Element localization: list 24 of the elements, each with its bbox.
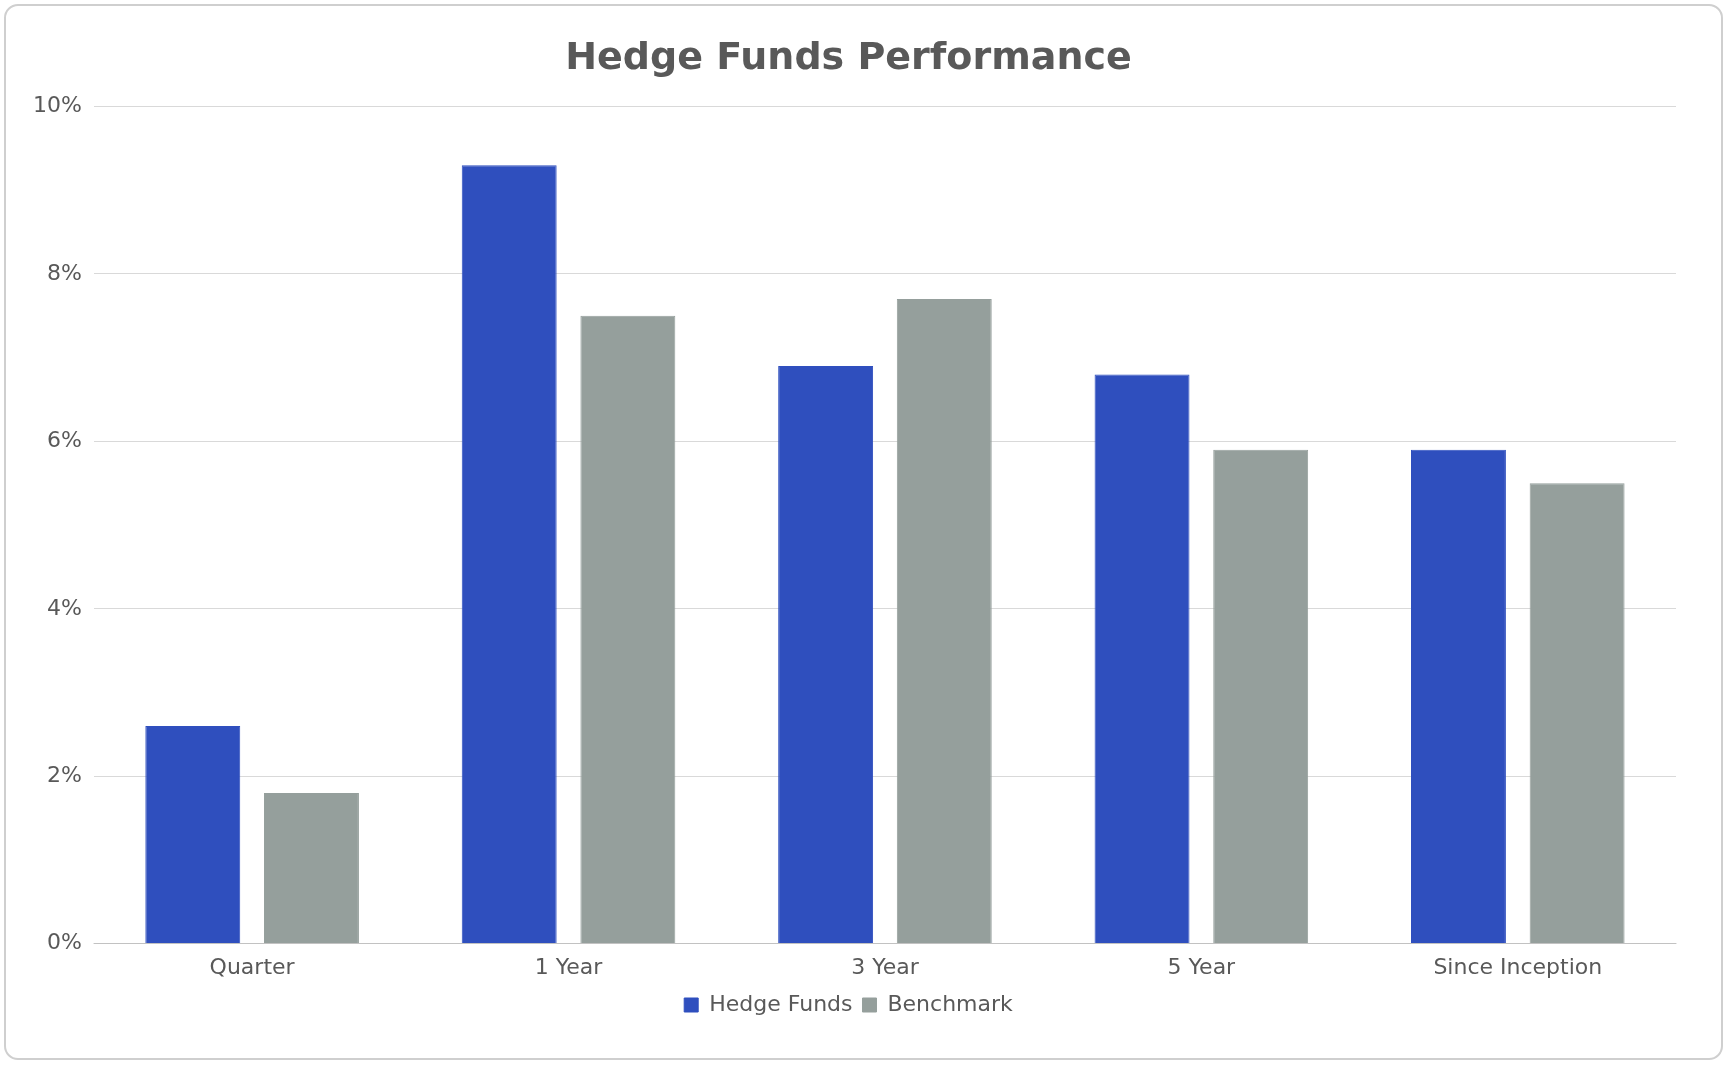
x-tick-label: 3 Year [851, 953, 920, 979]
y-tick-label: 0% [46, 929, 82, 955]
y-tick-label: 6% [46, 427, 82, 453]
legend-label: Hedge Funds [709, 990, 853, 1016]
bar [1411, 449, 1506, 944]
bar [896, 299, 992, 944]
bar [461, 165, 557, 944]
y-tick-label: 4% [46, 594, 82, 620]
bar [263, 792, 359, 944]
bar [1094, 374, 1190, 944]
x-tick-label: Since Inception [1433, 953, 1603, 979]
x-tick-label: 1 Year [534, 953, 604, 979]
bar [1529, 483, 1625, 944]
y-tick-label: 10% [32, 92, 82, 118]
bar [145, 725, 241, 944]
x-tick-label: 5 Year [1167, 953, 1237, 979]
bar [778, 366, 874, 944]
y-tick-label: 8% [46, 259, 82, 285]
y-tick-label: 2% [46, 761, 82, 787]
bar [1213, 449, 1309, 944]
bar [580, 315, 676, 944]
chart-title: Hedge Funds Performance [565, 33, 1132, 78]
legend-label: Benchmark [887, 990, 1014, 1016]
x-tick-label: Quarter [209, 953, 296, 979]
